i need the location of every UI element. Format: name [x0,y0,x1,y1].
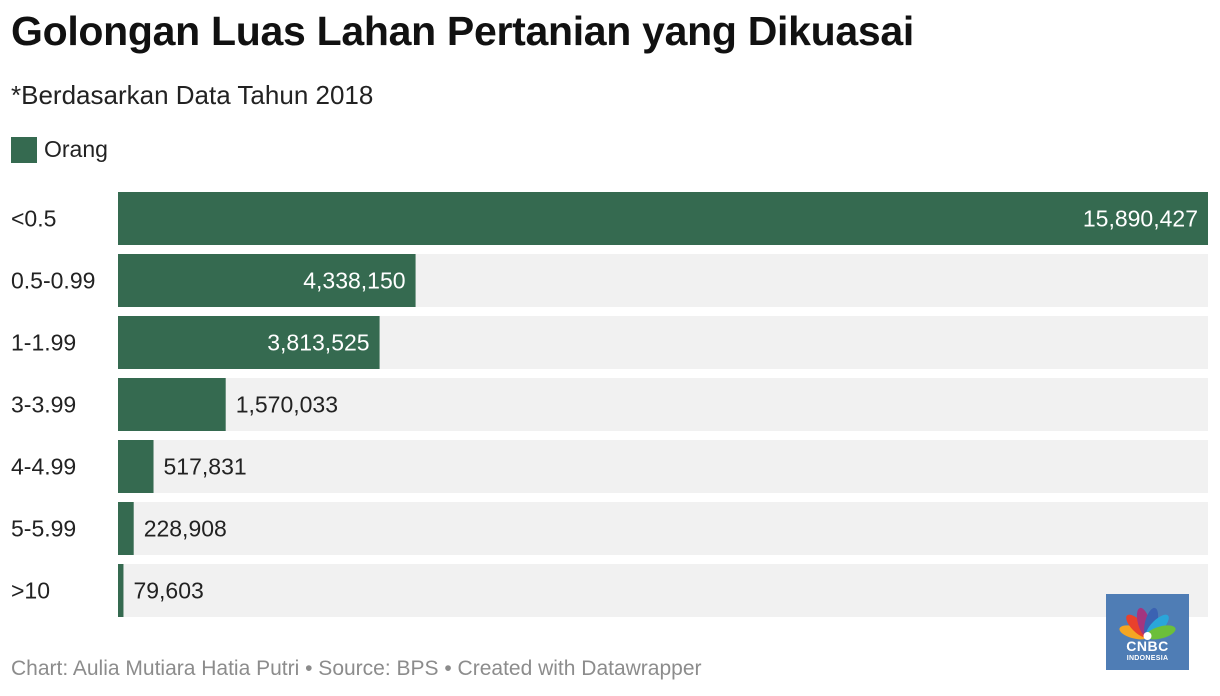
category-label: <0.5 [11,206,56,232]
value-label: 4,338,150 [303,268,405,294]
chart-footer: Chart: Aulia Mutiara Hatia Putri • Sourc… [11,657,702,680]
bar [118,502,134,555]
bar [118,192,1208,245]
value-label: 15,890,427 [1083,206,1198,232]
value-label: 79,603 [133,578,203,604]
category-label: >10 [11,578,50,604]
bar-track [118,502,1208,555]
value-label: 1,570,033 [236,392,338,418]
value-label: 3,813,525 [267,330,369,356]
category-label: 0.5-0.99 [11,268,95,294]
bar-track [118,440,1208,493]
category-label: 3-3.99 [11,392,76,418]
bar-chart: <0.5 15,890,427 0.5-0.99 4,338,150 1-1.99 3,8… [11,192,1208,617]
logo-text: CNBC [1126,638,1169,654]
bar [118,440,154,493]
category-label: 4-4.99 [11,454,76,480]
bar [118,378,226,431]
bar-track [118,564,1208,617]
category-label: 1-1.99 [11,330,76,356]
chart-subtitle: *Berdasarkan Data Tahun 2018 [11,80,374,110]
category-label: 5-5.99 [11,516,76,542]
value-label: 228,908 [144,516,227,542]
bar [118,316,380,369]
legend: Orang [11,136,108,163]
chart-title: Golongan Luas Lahan Pertanian yang Dikua… [11,8,914,54]
bar [118,254,416,307]
value-label: 517,831 [164,454,247,480]
logo-subtext: INDONESIA [1126,655,1169,662]
peacock-icon [1119,607,1176,640]
bar-track [118,378,1208,431]
legend-swatch [11,136,37,163]
bar [118,564,124,617]
cnbc-logo: CNBC INDONESIA [1106,594,1189,670]
legend-label: Orang [44,136,108,162]
